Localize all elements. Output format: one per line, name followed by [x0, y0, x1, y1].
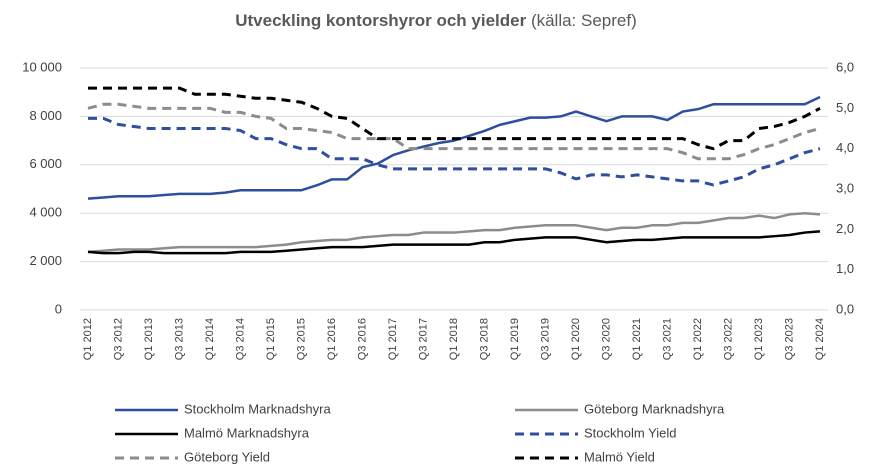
chart-subtitle: (källa: Sepref) [531, 11, 637, 30]
legend-label: Malmö Yield [584, 449, 655, 464]
series-line [87, 102, 821, 161]
y-tick-label: 8 000 [29, 108, 62, 123]
x-tick-label: Q1 2024 [814, 318, 826, 360]
x-tick-label: Q1 2022 [692, 318, 704, 360]
y-tick-label: 2 000 [29, 253, 62, 268]
x-tick-label: Q1 2014 [204, 318, 216, 360]
x-tick-label: Q3 2023 [783, 318, 795, 360]
x-tick-label: Q3 2022 [722, 318, 734, 360]
x-tick-label: Q1 2015 [265, 318, 277, 360]
y2-tick-label: 6,0 [836, 59, 854, 74]
y2-tick-label: 0,0 [836, 301, 854, 316]
y-tick-label: 6 000 [29, 156, 62, 171]
x-tick-label: Q3 2021 [661, 318, 673, 360]
legend-label: Stockholm Yield [584, 425, 677, 440]
y-tick-label: 0 [55, 301, 62, 316]
chart-title-line: Utveckling kontorshyror och yielder (käl… [235, 11, 637, 30]
series-line [87, 95, 821, 200]
x-tick-label: Q3 2013 [173, 318, 185, 360]
x-tick-label: Q1 2013 [143, 318, 155, 360]
x-tick-label: Q3 2017 [417, 318, 429, 360]
y-tick-label: 4 000 [29, 205, 62, 220]
legend-label: Göteborg Marknadshyra [584, 401, 725, 416]
x-tick-label: Q3 2015 [295, 318, 307, 360]
chart-title: Utveckling kontorshyror och yielder [235, 11, 526, 30]
x-tick-label: Q3 2020 [600, 318, 612, 360]
x-tick-label: Q1 2020 [570, 318, 582, 360]
x-tick-label: Q1 2016 [326, 318, 338, 360]
x-tick-label: Q1 2023 [753, 318, 765, 360]
x-tick-label: Q3 2016 [356, 318, 368, 360]
x-tick-label: Q3 2014 [234, 318, 246, 360]
x-tick-label: Q3 2019 [539, 318, 551, 360]
series-line [87, 230, 821, 255]
y2-tick-label: 1,0 [836, 261, 854, 276]
x-tick-label: Q1 2021 [631, 318, 643, 360]
x-tick-label: Q1 2018 [448, 318, 460, 360]
legend-label: Göteborg Yield [184, 449, 270, 464]
x-tick-label: Q1 2019 [509, 318, 521, 360]
x-tick-label: Q1 2012 [82, 318, 94, 360]
series-line [87, 211, 821, 254]
y-tick-label: 10 000 [22, 59, 62, 74]
y2-tick-label: 4,0 [836, 140, 854, 155]
x-tick-label: Q1 2017 [387, 318, 399, 360]
y2-tick-label: 5,0 [836, 100, 854, 115]
series-line [88, 116, 821, 187]
series-line [88, 86, 821, 151]
legend-label: Malmö Marknadshyra [184, 425, 310, 440]
y2-tick-label: 2,0 [836, 221, 854, 236]
x-tick-label: Q3 2018 [478, 318, 490, 360]
x-tick-label: Q3 2012 [112, 318, 124, 360]
legend-label: Stockholm Marknadshyra [184, 401, 331, 416]
y2-tick-label: 3,0 [836, 180, 854, 195]
